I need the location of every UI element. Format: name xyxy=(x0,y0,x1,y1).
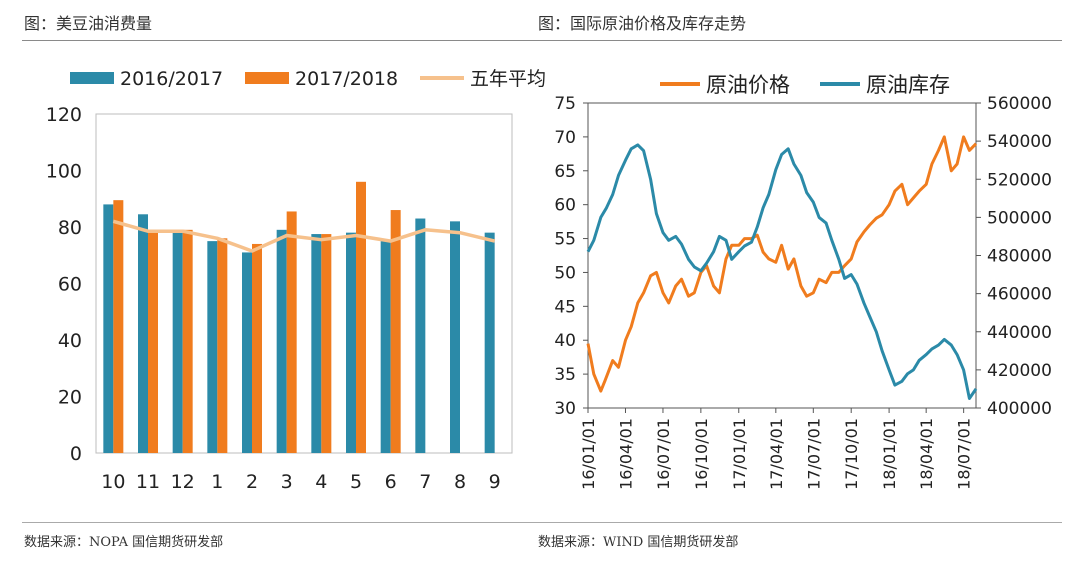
right-legend: 原油价格 原油库存 xyxy=(660,73,950,97)
left-x-tick-label: 10 xyxy=(101,471,125,493)
bar-2016-2017 xyxy=(276,229,287,453)
date-tick-label: 16/04/01 xyxy=(616,418,635,490)
left-x-tick-label: 4 xyxy=(315,471,327,493)
date-tick-label: 18/01/01 xyxy=(880,418,899,490)
bar-2016-2017 xyxy=(242,252,252,453)
crude-price-line xyxy=(586,135,978,393)
bar-2016-2017 xyxy=(207,241,218,453)
inventory-axis-tick-label: 440000 xyxy=(987,323,1052,343)
right-axes: 30 35 40 45 50 55 60 65 70 75 400000 420000 440000 46… xyxy=(554,94,1052,490)
left-legend-swatch xyxy=(70,72,114,84)
bar-2017-2018 xyxy=(148,229,158,453)
inventory-axis-tick-label: 460000 xyxy=(987,285,1052,305)
inventory-axis-tick-label: 480000 xyxy=(987,247,1052,267)
left-x-tick-label: 5 xyxy=(350,471,362,493)
price-axis-tick-label: 75 xyxy=(554,94,576,114)
left-y-tick-label: 100 xyxy=(46,161,82,183)
left-chart-header: 图：美豆油消费量 xyxy=(24,14,153,33)
bar-2016-2017 xyxy=(138,214,148,453)
date-tick-label: 16/10/01 xyxy=(692,418,711,490)
date-tick-label: 17/10/01 xyxy=(842,418,861,490)
bar-2017-2018 xyxy=(182,229,193,453)
left-y-tick-label: 0 xyxy=(70,443,82,465)
left-x-tick-label: 2 xyxy=(246,471,258,493)
left-x-tick-label: 11 xyxy=(136,471,160,493)
inventory-axis-tick-label: 400000 xyxy=(987,399,1052,419)
bar-2016-2017 xyxy=(380,241,391,453)
left-x-tick-label: 9 xyxy=(489,471,501,493)
left-y-tick-label: 120 xyxy=(46,104,82,126)
right-lines xyxy=(586,135,978,400)
right-legend-label: 原油价格 xyxy=(706,73,790,97)
left-bars xyxy=(103,181,495,454)
left-x-tick-label: 12 xyxy=(171,471,195,493)
bar-2017-2018 xyxy=(356,181,366,454)
inventory-axis-tick-label: 500000 xyxy=(987,208,1052,228)
left-legend: 2016/2017 2017/2018 五年平均 xyxy=(70,68,546,90)
price-axis-tick-label: 65 xyxy=(554,162,576,182)
left-legend-label: 五年平均 xyxy=(470,68,546,90)
left-x-tick-label: 8 xyxy=(454,471,466,493)
left-plot-frame xyxy=(95,113,513,454)
date-tick-label: 18/07/01 xyxy=(955,418,974,490)
price-axis-tick-label: 55 xyxy=(554,230,576,250)
price-axis-tick-label: 50 xyxy=(554,263,576,283)
bar-2016-2017 xyxy=(172,229,183,453)
left-source-note: 数据来源：NOPA 国信期货研发部 xyxy=(24,535,224,550)
inventory-axis-tick-label: 540000 xyxy=(987,132,1052,152)
price-axis-tick-label: 60 xyxy=(554,196,576,216)
left-x-tick-label: 3 xyxy=(281,471,293,493)
bar-2017-2018 xyxy=(217,238,228,453)
right-legend-label: 原油库存 xyxy=(866,73,950,97)
inventory-axis-tick-label: 520000 xyxy=(987,170,1052,190)
price-axis-tick-label: 30 xyxy=(554,399,576,419)
bar-2016-2017 xyxy=(484,232,495,453)
left-y-tick-label: 40 xyxy=(58,330,82,352)
bar-2017-2018 xyxy=(113,200,124,453)
bar-2016-2017 xyxy=(311,234,322,453)
price-axis-tick-label: 35 xyxy=(554,365,576,385)
left-legend-label: 2016/2017 xyxy=(120,68,223,90)
inventory-axis-tick-label: 560000 xyxy=(987,94,1052,114)
price-axis-tick-label: 70 xyxy=(554,128,576,148)
bar-2016-2017 xyxy=(346,232,356,453)
left-y-tick-label: 80 xyxy=(58,217,82,239)
bar-2017-2018 xyxy=(286,211,297,453)
left-legend-label: 2017/2018 xyxy=(295,68,398,90)
bar-2017-2018 xyxy=(321,234,332,453)
bar-2016-2017 xyxy=(103,204,114,453)
left-line xyxy=(112,219,496,253)
left-x-tick-label: 7 xyxy=(419,471,431,493)
date-tick-label: 16/07/01 xyxy=(654,418,673,490)
left-y-tick-label: 60 xyxy=(58,274,82,296)
right-source-note: 数据来源：WIND 国信期货研发部 xyxy=(538,535,739,550)
bar-2017-2018 xyxy=(252,243,262,453)
bar-2016-2017 xyxy=(415,218,426,453)
date-tick-label: 17/01/01 xyxy=(730,418,749,490)
date-tick-label: 17/07/01 xyxy=(804,418,823,490)
date-tick-label: 18/04/01 xyxy=(917,418,936,490)
bottom-rule xyxy=(22,522,1062,523)
left-y-tick-label: 20 xyxy=(58,387,82,409)
date-tick-label: 17/04/01 xyxy=(767,418,786,490)
crude-inventory-line xyxy=(586,143,978,400)
bar-2017-2018 xyxy=(390,210,401,453)
inventory-axis-tick-label: 420000 xyxy=(987,361,1052,381)
date-tick-label: 16/01/01 xyxy=(579,418,598,490)
right-chart-header: 图：国际原油价格及库存走势 xyxy=(538,14,747,33)
five-year-average-line xyxy=(112,219,496,253)
price-axis-tick-label: 40 xyxy=(554,331,576,351)
top-rule xyxy=(22,40,1062,41)
price-axis-tick-label: 45 xyxy=(554,297,576,317)
left-x-tick-label: 1 xyxy=(211,471,223,493)
left-legend-swatch xyxy=(245,72,289,84)
left-x-tick-label: 6 xyxy=(385,471,397,493)
bar-2016-2017 xyxy=(450,221,460,453)
